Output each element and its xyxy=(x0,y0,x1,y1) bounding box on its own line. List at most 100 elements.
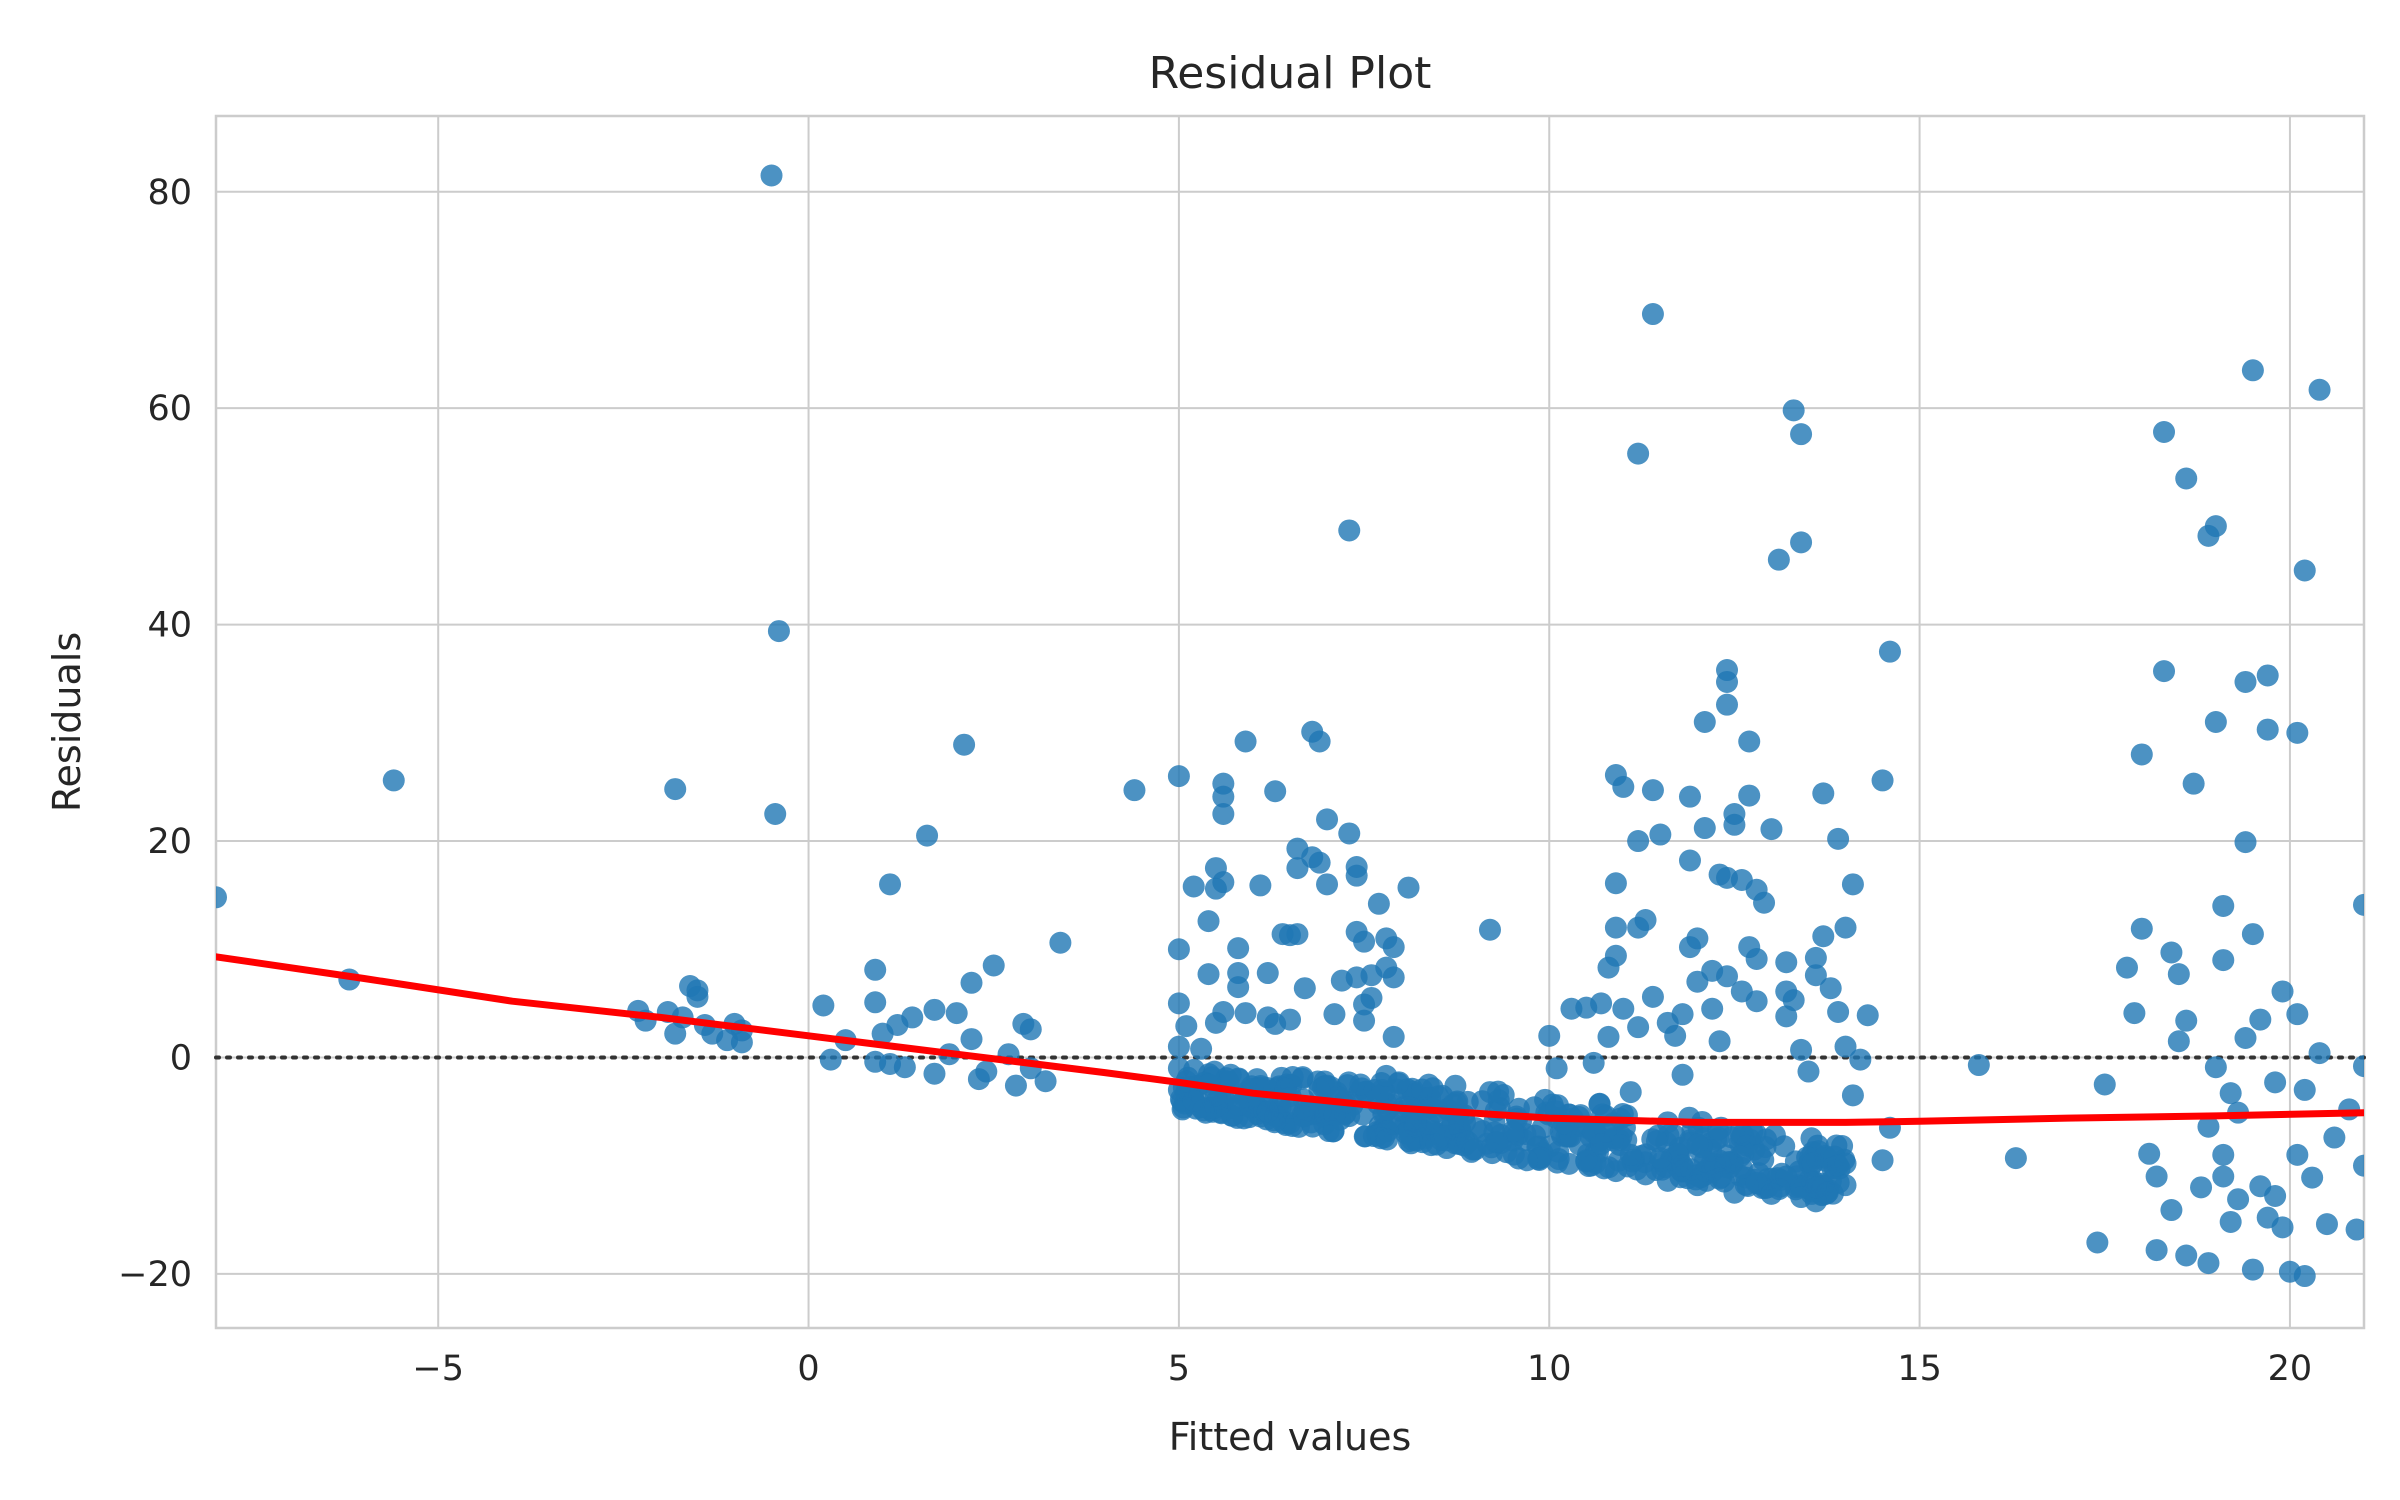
scatter-point xyxy=(1634,909,1657,932)
scatter-point xyxy=(1744,1122,1767,1145)
scatter-point xyxy=(2256,664,2279,687)
scatter-point xyxy=(1441,1112,1464,1135)
chart-title: Residual Plot xyxy=(1149,48,1432,99)
scatter-point xyxy=(2204,1056,2227,1079)
lowess-curve xyxy=(216,953,2364,1126)
scatter-point xyxy=(1645,1130,1668,1153)
tick-labels: −5 0 5 10 15 20 −20 0 20 40 60 80 xyxy=(118,173,2312,1389)
scatter-point xyxy=(1649,823,1672,846)
scatter-point xyxy=(1738,784,1761,807)
scatter-point xyxy=(1597,1025,1620,1048)
scatter-point xyxy=(1671,1154,1694,1177)
scatter-point xyxy=(1748,1143,1771,1166)
y-tick-label: 60 xyxy=(147,389,192,429)
scatter-point xyxy=(2123,1002,2146,1025)
scatter-point xyxy=(216,886,227,909)
scatter-point xyxy=(1663,1124,1686,1147)
scatter-point xyxy=(2271,980,2294,1003)
scatter-point xyxy=(1827,1001,1850,1024)
y-tick-label: −20 xyxy=(118,1255,192,1295)
x-tick-label: 20 xyxy=(2268,1349,2313,1389)
x-axis-label: Fitted values xyxy=(1169,1415,1412,1459)
scatter-point xyxy=(1701,997,1724,1020)
scatter-point xyxy=(2241,1258,2264,1281)
scatter-point xyxy=(1641,779,1664,802)
scatter-point xyxy=(1841,873,1864,896)
scatter-point xyxy=(2234,1026,2257,1049)
scatter-point xyxy=(1004,1074,1027,1097)
scatter-point xyxy=(1523,1096,1546,1119)
scatter-point xyxy=(2323,1126,2346,1149)
scatter-point xyxy=(1322,1120,1345,1143)
scatter-point xyxy=(1760,818,1783,841)
scatter-point xyxy=(1234,730,1257,753)
scatter-point xyxy=(2219,1082,2242,1105)
scatter-point xyxy=(1834,916,1857,939)
scatter-point xyxy=(2353,893,2364,916)
scatter-point xyxy=(1716,965,1739,988)
scatter-point xyxy=(1427,1085,1450,1108)
scatter-point xyxy=(1376,1128,1399,1151)
scatter-point xyxy=(1316,1074,1339,1097)
scatter-point xyxy=(1590,1133,1613,1156)
scatter-point xyxy=(2293,559,2316,582)
y-tick-label: 20 xyxy=(147,822,192,862)
scatter-point xyxy=(1167,992,1190,1015)
scatter-point xyxy=(2286,721,2309,744)
scatter-point xyxy=(2301,1166,2324,1189)
scatter-point xyxy=(2004,1147,2027,1170)
scatter-point xyxy=(2308,1042,2331,1065)
scatter-point xyxy=(1353,1125,1376,1148)
scatter-point xyxy=(1345,864,1368,887)
scatter-point xyxy=(1708,1030,1731,1053)
scatter-point xyxy=(2249,1008,2272,1031)
scatter-point xyxy=(1167,938,1190,961)
scatter-point xyxy=(664,778,687,801)
scatter-point xyxy=(2241,359,2264,382)
scatter-point xyxy=(1871,1149,1894,1172)
scatter-point xyxy=(2153,660,2176,683)
scatter-point xyxy=(1353,1009,1376,1032)
scatter-point xyxy=(2130,917,2153,940)
scatter-point xyxy=(1501,1120,1524,1143)
scatter-point xyxy=(1678,785,1701,808)
scatter-point xyxy=(1486,1130,1509,1153)
scatter-point xyxy=(1782,399,1805,422)
scatter-point xyxy=(2345,1218,2364,1241)
scatter-point xyxy=(864,958,887,981)
scatter-point xyxy=(2241,923,2264,946)
scatter-point xyxy=(1279,1008,1301,1031)
scatter-point xyxy=(1627,442,1650,465)
scatter-point xyxy=(1797,1060,1820,1083)
scatter-point xyxy=(2204,711,2227,733)
scatter-point xyxy=(1760,1182,1783,1205)
scatter-point xyxy=(1212,785,1235,808)
scatter-point xyxy=(1671,1003,1694,1026)
scatter-point xyxy=(2167,1030,2190,1053)
scatter-point xyxy=(2175,1244,2198,1267)
scatter-point xyxy=(1175,1015,1198,1038)
scatter-point xyxy=(1723,1181,1746,1204)
scatter-point xyxy=(1464,1138,1487,1161)
scatter-point xyxy=(1841,1084,1864,1107)
scatter-point xyxy=(1292,1105,1315,1128)
scatter-point xyxy=(2212,949,2235,972)
scatter-point xyxy=(1197,963,1220,986)
scatter-point xyxy=(2293,1078,2316,1101)
scatter-point xyxy=(1804,1176,1827,1199)
scatter-point xyxy=(1604,944,1627,967)
scatter-point xyxy=(1382,936,1405,959)
scatter-point xyxy=(1775,1165,1798,1188)
scatter-point xyxy=(901,1006,924,1029)
scatter-point xyxy=(2130,743,2153,766)
scatter-point xyxy=(2175,467,2198,490)
scatter-point xyxy=(760,164,783,187)
scatter-point xyxy=(1425,1133,1448,1156)
y-tick-label: 0 xyxy=(170,1038,192,1078)
scatter-point xyxy=(2308,378,2331,401)
scatter-point xyxy=(1775,951,1798,974)
scatter-point xyxy=(1338,822,1361,845)
scatter-point xyxy=(1367,892,1390,915)
scatter-point xyxy=(1730,1156,1753,1179)
